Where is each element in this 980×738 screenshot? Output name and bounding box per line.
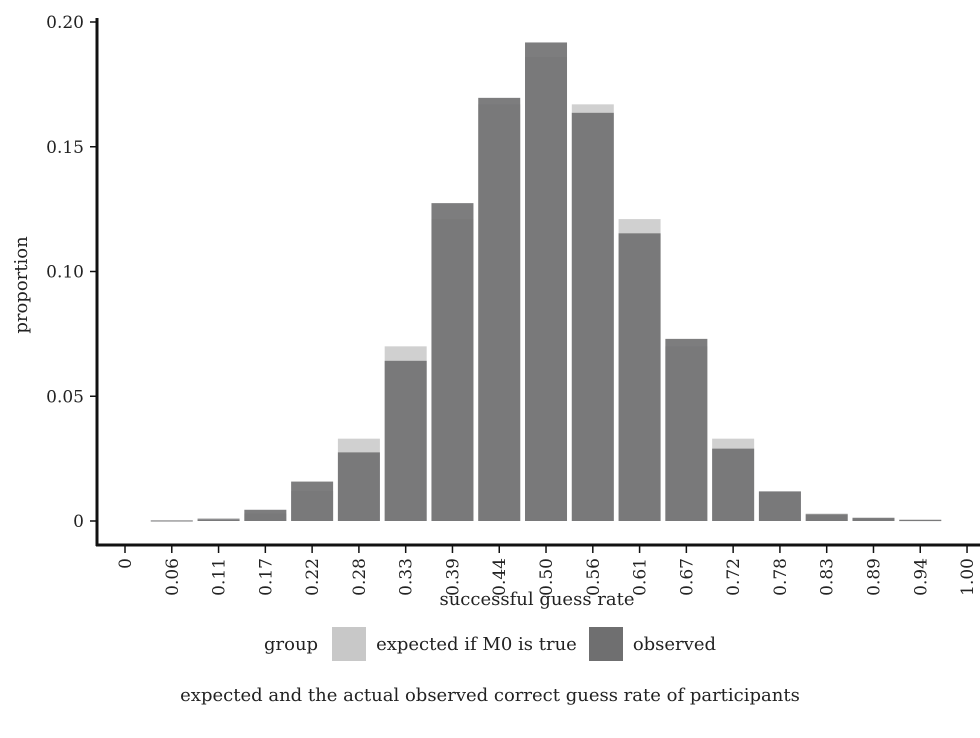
y-ticks: 0 0.05 0.10 0.15 0.20 bbox=[46, 13, 97, 532]
x-ticks: 0 0.06 0.11 0.17 0.22 0.28 0.33 0.39 0.44 0.50 0.5… bbox=[116, 546, 978, 596]
bar-observed-0.56 bbox=[571, 112, 614, 522]
x-tick-label: 0.22 bbox=[303, 558, 323, 596]
bar-observed-0.67 bbox=[665, 338, 708, 521]
x-tick-label: 0.06 bbox=[163, 558, 183, 596]
x-tick-label: 0.67 bbox=[677, 558, 697, 596]
x-tick-label: 0.61 bbox=[631, 558, 651, 596]
y-tick-label: 0 bbox=[73, 512, 84, 532]
x-tick-label: 0.33 bbox=[397, 558, 417, 596]
bar-observed-0.11 bbox=[197, 519, 240, 521]
bar-observed-0.89 bbox=[852, 517, 895, 521]
legend-title: group bbox=[263, 633, 319, 655]
chart: 00.050.100.150.20 0 0.06 0.11 0.17 0.22 0.28 0… bbox=[11, 13, 980, 610]
x-tick-label: 0.78 bbox=[771, 558, 791, 596]
x-tick-label: 0.83 bbox=[818, 558, 838, 596]
bar-observed-0.72 bbox=[712, 448, 755, 521]
bar-observed-0.83 bbox=[805, 514, 848, 521]
bar-observed-0.33 bbox=[384, 360, 427, 521]
x-tick-label: 0.50 bbox=[537, 558, 557, 596]
y-tick-label: 0.10 bbox=[46, 263, 84, 283]
axes-layer bbox=[95, 18, 980, 547]
bar-observed-0.06 bbox=[150, 520, 193, 522]
y-axis-title: proportion bbox=[11, 236, 32, 334]
y-tick-label: 0.05 bbox=[46, 387, 84, 407]
bar-observed-0.61 bbox=[618, 233, 661, 521]
x-tick-label: 0.94 bbox=[911, 558, 931, 596]
bar-observed-0.94 bbox=[899, 519, 942, 521]
x-axis-title: successful guess rate bbox=[439, 589, 634, 610]
x-tick-label: 0.11 bbox=[210, 558, 230, 596]
legend-item-observed: observed bbox=[577, 627, 716, 661]
y-tick-label: 0.15 bbox=[46, 138, 84, 158]
bar-observed-0.22 bbox=[291, 481, 334, 521]
bar-observed-0.78 bbox=[758, 491, 801, 521]
x-tick-label: 0.39 bbox=[443, 558, 463, 596]
bars-layer bbox=[150, 42, 942, 522]
x-tick-label: 1.00 bbox=[958, 558, 978, 596]
x-tick-label: 0.72 bbox=[724, 558, 744, 596]
x-tick-label: 0.17 bbox=[256, 558, 276, 596]
bar-observed-0.39 bbox=[431, 203, 474, 521]
bar-observed-0.50 bbox=[525, 42, 568, 522]
bar-observed-0.17 bbox=[244, 509, 287, 521]
y-tick-label: 0.20 bbox=[46, 13, 84, 33]
x-tick-label: 0.28 bbox=[350, 558, 370, 596]
legend-label-observed: observed bbox=[632, 633, 717, 655]
figure-caption: expected and the actual observed correct… bbox=[180, 685, 800, 706]
x-tick-label: 0.89 bbox=[864, 558, 884, 596]
legend-swatch-expected bbox=[332, 627, 367, 661]
bar-observed-0.44 bbox=[478, 97, 521, 522]
legend-label-expected: expected if M0 is true bbox=[376, 633, 577, 655]
bar-observed-0.28 bbox=[337, 452, 380, 521]
legend: group expected if M0 is true observed bbox=[0, 626, 980, 662]
x-tick-label: 0 bbox=[116, 558, 136, 569]
legend-swatch-observed bbox=[588, 627, 623, 661]
legend-item-expected: expected if M0 is true bbox=[320, 627, 577, 661]
x-tick-label: 0.44 bbox=[490, 558, 510, 596]
x-tick-label: 0.56 bbox=[584, 558, 604, 596]
